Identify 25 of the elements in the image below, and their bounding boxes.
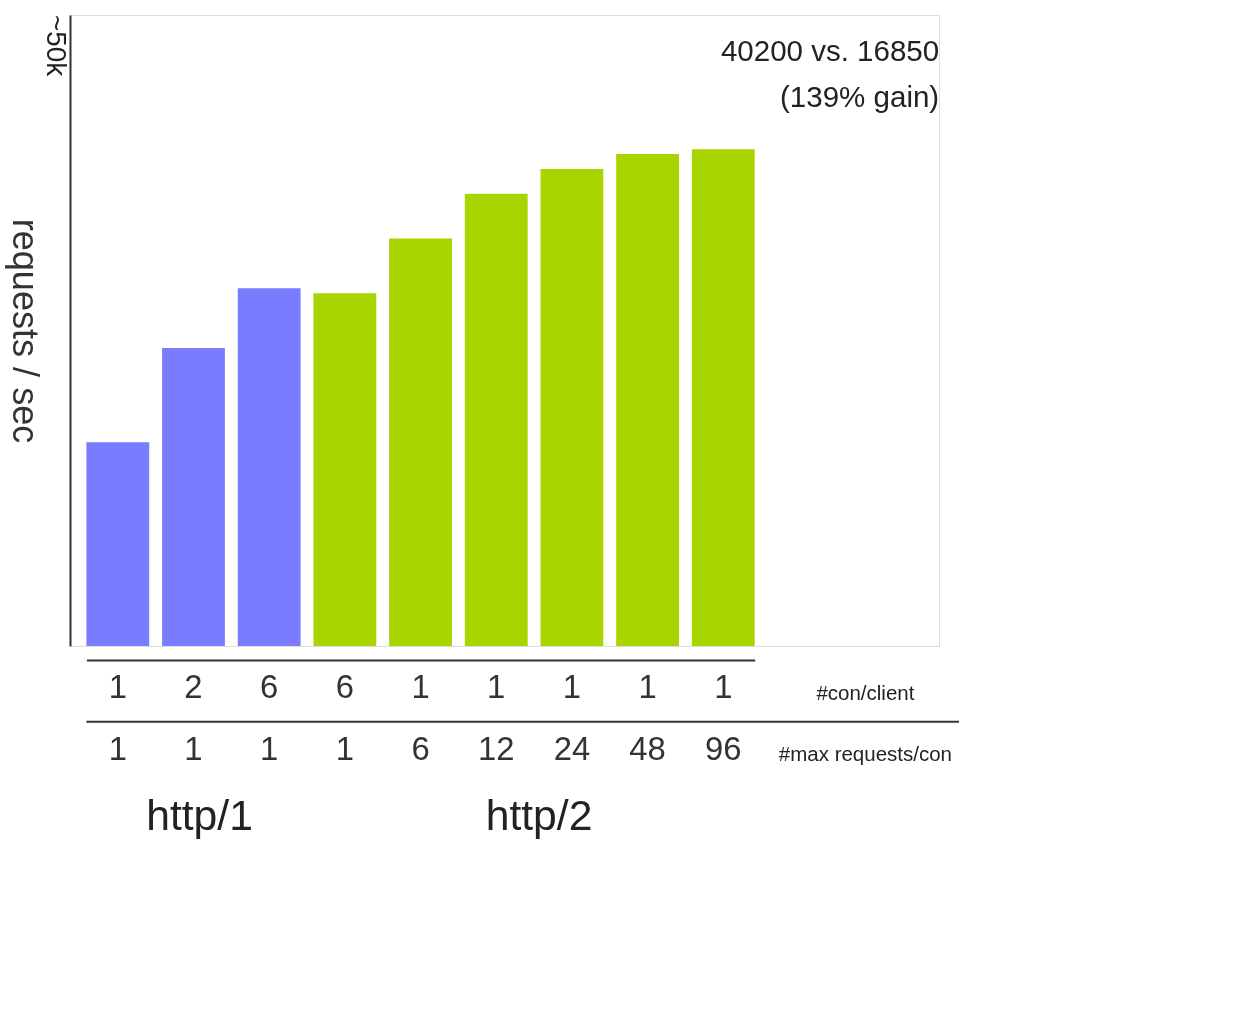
- x-tick-label: 1 24: [553, 667, 591, 768]
- text: http/1: [146, 790, 253, 839]
- text: #max requests/con: [778, 742, 952, 766]
- x-tick-label: 1 96: [705, 667, 742, 768]
- bar: [616, 154, 680, 646]
- x-tick-label: 2 1: [184, 667, 203, 768]
- text: http/2: [485, 790, 593, 839]
- bar: [540, 169, 604, 646]
- x-tick-label: 6 1: [260, 667, 279, 768]
- text: ~50k: [41, 15, 73, 77]
- x-tick-label: 1 48: [629, 667, 666, 768]
- y-axis-title: requests / sec: [4, 218, 46, 444]
- x-tick-label: 1 1: [108, 667, 127, 768]
- x-tick-label: 1 6: [411, 667, 430, 768]
- bar: [162, 347, 225, 646]
- text: 40200 vs. 16850 (139% gain): [720, 33, 940, 113]
- bar: [313, 293, 377, 646]
- bar: [691, 149, 755, 646]
- x-tick-label: 6 1: [335, 667, 354, 768]
- text: #con/client: [816, 680, 915, 704]
- bar: [86, 442, 150, 646]
- x-tick-label: 1 12: [477, 667, 515, 768]
- bar: [237, 288, 301, 646]
- bar: [389, 238, 452, 646]
- bar: [464, 193, 528, 646]
